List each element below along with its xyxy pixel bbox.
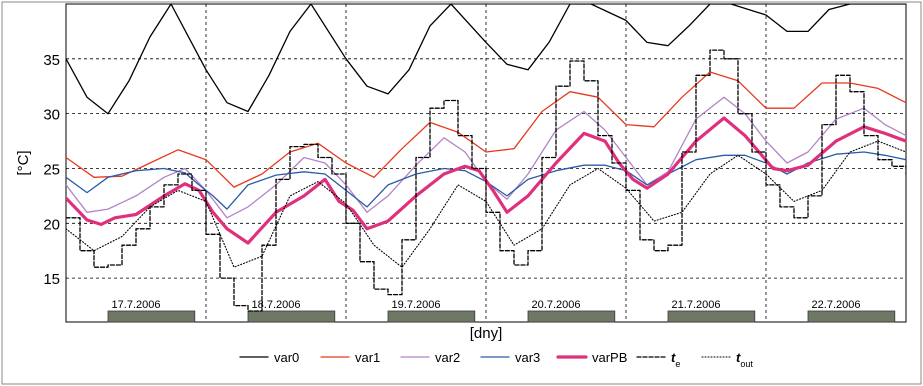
series-line-t-out [66,140,906,268]
occupancy-bar [807,310,896,323]
y-tick-label: 35 [43,52,60,69]
occupancy-bars [107,310,896,323]
series-line-t-e [66,49,906,312]
day-label: 17.7.2006 [112,299,161,311]
legend-label-var3: var3 [515,350,540,365]
occupancy-bar [667,310,756,323]
day-label: 18.7.2006 [252,299,301,311]
y-tick-label: 30 [43,107,60,124]
y-tick-labels: 15 20 25 30 35 [43,52,60,288]
series-line-var3 [66,151,906,210]
day-label: 19.7.2006 [392,299,441,311]
legend-label-t-e: te [671,350,680,369]
x-axis-label: [dny] [470,325,503,342]
day-label: 21.7.2006 [672,299,721,311]
y-tick-label: 20 [43,216,60,233]
y-tick-label: 25 [43,161,60,178]
y-axis-label: [°C] [15,150,32,175]
legend-label-var1: var1 [355,350,380,365]
series-line-var0 [66,4,906,115]
legend: var0 var1 var2 var3 varPB te tout [239,350,753,369]
series-lines [66,4,906,312]
legend-subscript: out [740,359,753,369]
y-tick-label: 15 [43,271,60,288]
day-labels: 17.7.2006 18.7.2006 19.7.2006 20.7.2006 21.7… [112,299,861,311]
occupancy-bar [387,310,476,323]
legend-label-var0: var0 [274,350,299,365]
series-line-var1 [66,71,906,188]
day-label: 22.7.2006 [812,299,861,311]
occupancy-bar [107,310,196,323]
legend-label-var2: var2 [435,350,460,365]
legend-label-varpb: varPB [592,350,627,365]
occupancy-bar [527,310,616,323]
legend-subscript: e [675,359,680,369]
occupancy-bar [247,310,336,323]
day-label: 20.7.2006 [532,299,581,311]
